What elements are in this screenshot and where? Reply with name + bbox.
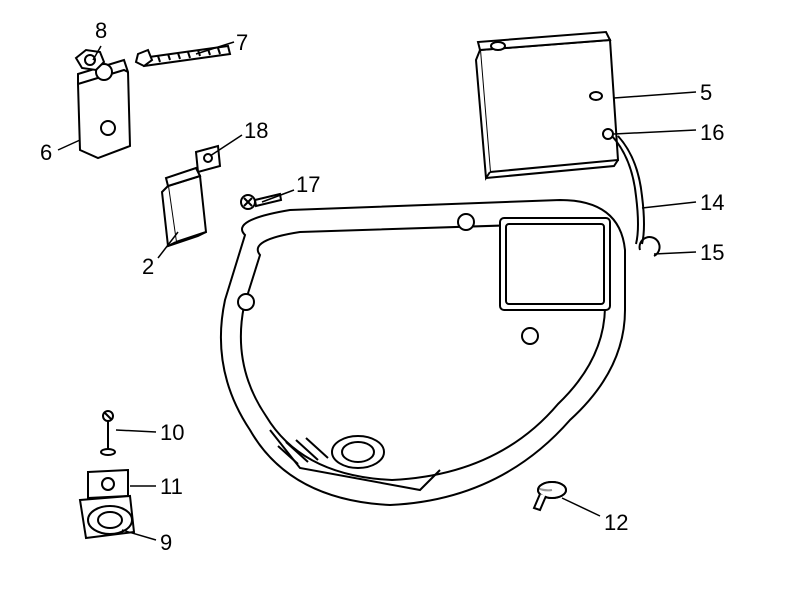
callout-2: 2 — [142, 254, 154, 280]
callout-7: 7 — [236, 30, 248, 56]
callout-6: 6 — [40, 140, 52, 166]
callout-8: 8 — [95, 18, 107, 44]
callout-16: 16 — [700, 120, 724, 146]
callout-17: 17 — [296, 172, 320, 198]
diagram-root: OEM MOTORPARTS — [0, 0, 800, 600]
part-bracket — [78, 60, 130, 158]
callout-14: 14 — [700, 190, 724, 216]
part-battery — [476, 32, 618, 178]
callout-15: 15 — [700, 240, 724, 266]
svg-layer — [0, 0, 800, 600]
part-screw17 — [241, 194, 281, 209]
callout-9: 9 — [160, 530, 172, 556]
part-nut — [76, 50, 104, 70]
part-bolt — [136, 46, 230, 66]
part-seat-body — [221, 200, 625, 505]
callout-5: 5 — [700, 80, 712, 106]
callout-18: 18 — [244, 118, 268, 144]
callout-11: 11 — [160, 474, 183, 500]
part-relay — [162, 146, 220, 246]
callout-10: 10 — [160, 420, 184, 446]
callout-12: 12 — [604, 510, 628, 536]
part-12 — [534, 482, 566, 510]
